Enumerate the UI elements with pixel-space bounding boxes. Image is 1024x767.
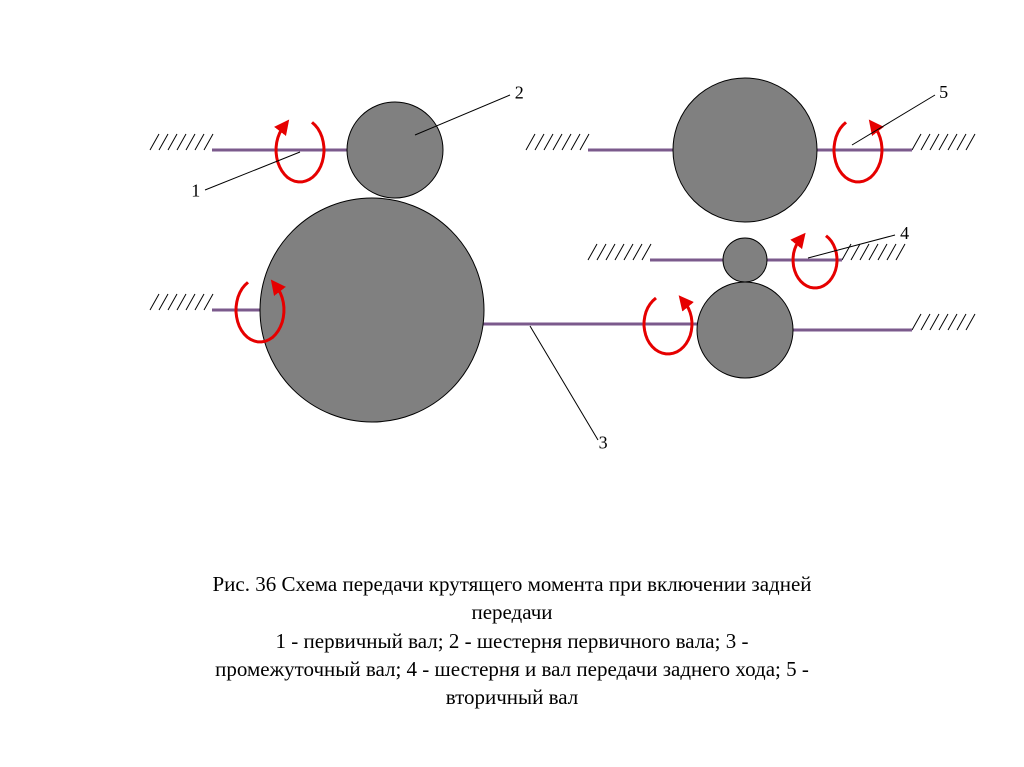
bearing-hatch: [588, 244, 651, 260]
bearing-hatch: [912, 314, 975, 330]
leader-line: [808, 235, 895, 258]
transmission-diagram: 1 2 3 4 5: [0, 0, 1024, 500]
rotation-arrow: [276, 122, 324, 182]
gear: [723, 238, 767, 282]
leader-line: [530, 326, 598, 440]
gear: [673, 78, 817, 222]
bearing-hatch: [526, 134, 589, 150]
caption-line: 1 - первичный вал; 2 - шестерня первично…: [276, 629, 749, 653]
gear: [260, 198, 484, 422]
gear: [347, 102, 443, 198]
leader-line: [205, 152, 300, 190]
bearing-hatch: [912, 134, 975, 150]
caption-line: передачи: [471, 600, 552, 624]
rotation-arrow: [644, 298, 692, 354]
gear: [697, 282, 793, 378]
callout-label: 4: [900, 223, 909, 243]
figure-caption: Рис. 36 Схема передачи крутящего момента…: [0, 570, 1024, 712]
callout-label: 5: [939, 82, 948, 102]
leader-line: [415, 95, 510, 135]
bearing-hatch: [150, 134, 213, 150]
rotation-arrow: [793, 236, 837, 288]
caption-line: Рис. 36 Схема передачи крутящего момента…: [212, 572, 811, 596]
bearing-hatch: [150, 294, 213, 310]
caption-line: промежуточный вал; 4 - шестерня и вал пе…: [215, 657, 809, 681]
leader-line: [852, 95, 935, 145]
callout-label: 1: [191, 180, 200, 200]
callout-label: 2: [515, 82, 524, 102]
caption-line: вторичный вал: [446, 685, 579, 709]
callout-label: 3: [599, 432, 608, 452]
